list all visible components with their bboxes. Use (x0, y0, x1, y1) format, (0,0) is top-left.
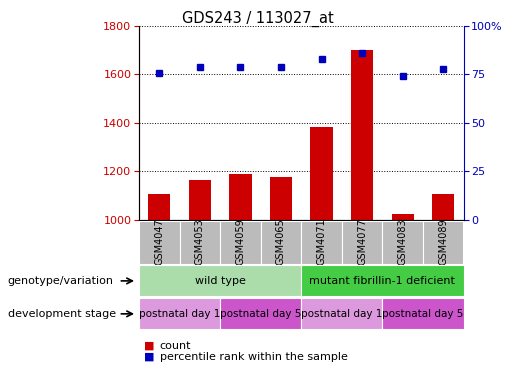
Bar (188, 180, 211, 220)
Bar (391, 213, 414, 220)
Bar (382, 221, 423, 264)
Text: genotype/variation: genotype/variation (8, 276, 114, 286)
Text: postnatal day 1: postnatal day 1 (139, 309, 220, 319)
Bar (270, 177, 292, 220)
Text: postnatal day 1: postnatal day 1 (301, 309, 383, 319)
Text: GSM4053: GSM4053 (195, 218, 205, 265)
Text: GSM4059: GSM4059 (235, 218, 246, 265)
Bar (351, 50, 373, 220)
Text: ■: ■ (144, 341, 154, 351)
Bar (423, 221, 464, 264)
Bar (220, 221, 261, 264)
Text: ■: ■ (144, 352, 154, 362)
Text: GSM4071: GSM4071 (317, 218, 327, 265)
Bar (139, 298, 220, 329)
Bar (139, 265, 301, 296)
Bar (180, 221, 220, 264)
Text: development stage: development stage (8, 309, 116, 319)
Bar (342, 221, 382, 264)
Text: wild type: wild type (195, 276, 246, 286)
Bar (148, 194, 170, 220)
Text: GSM4047: GSM4047 (154, 218, 164, 265)
Text: postnatal day 5: postnatal day 5 (220, 309, 301, 319)
Bar (139, 221, 180, 264)
Bar (261, 221, 301, 264)
Text: percentile rank within the sample: percentile rank within the sample (160, 352, 348, 362)
Bar (301, 298, 382, 329)
Bar (311, 127, 333, 220)
Text: mutant fibrillin-1 deficient: mutant fibrillin-1 deficient (310, 276, 455, 286)
Text: GSM4089: GSM4089 (438, 219, 448, 265)
Text: GSM4083: GSM4083 (398, 219, 408, 265)
Bar (432, 194, 454, 220)
Text: count: count (160, 341, 191, 351)
Text: GDS243 / 113027_at: GDS243 / 113027_at (182, 11, 333, 27)
Text: GSM4077: GSM4077 (357, 218, 367, 265)
Bar (301, 221, 342, 264)
Bar (382, 298, 464, 329)
Bar (220, 298, 301, 329)
Text: GSM4065: GSM4065 (276, 218, 286, 265)
Bar (301, 265, 464, 296)
Text: postnatal day 5: postnatal day 5 (382, 309, 464, 319)
Bar (229, 173, 252, 220)
